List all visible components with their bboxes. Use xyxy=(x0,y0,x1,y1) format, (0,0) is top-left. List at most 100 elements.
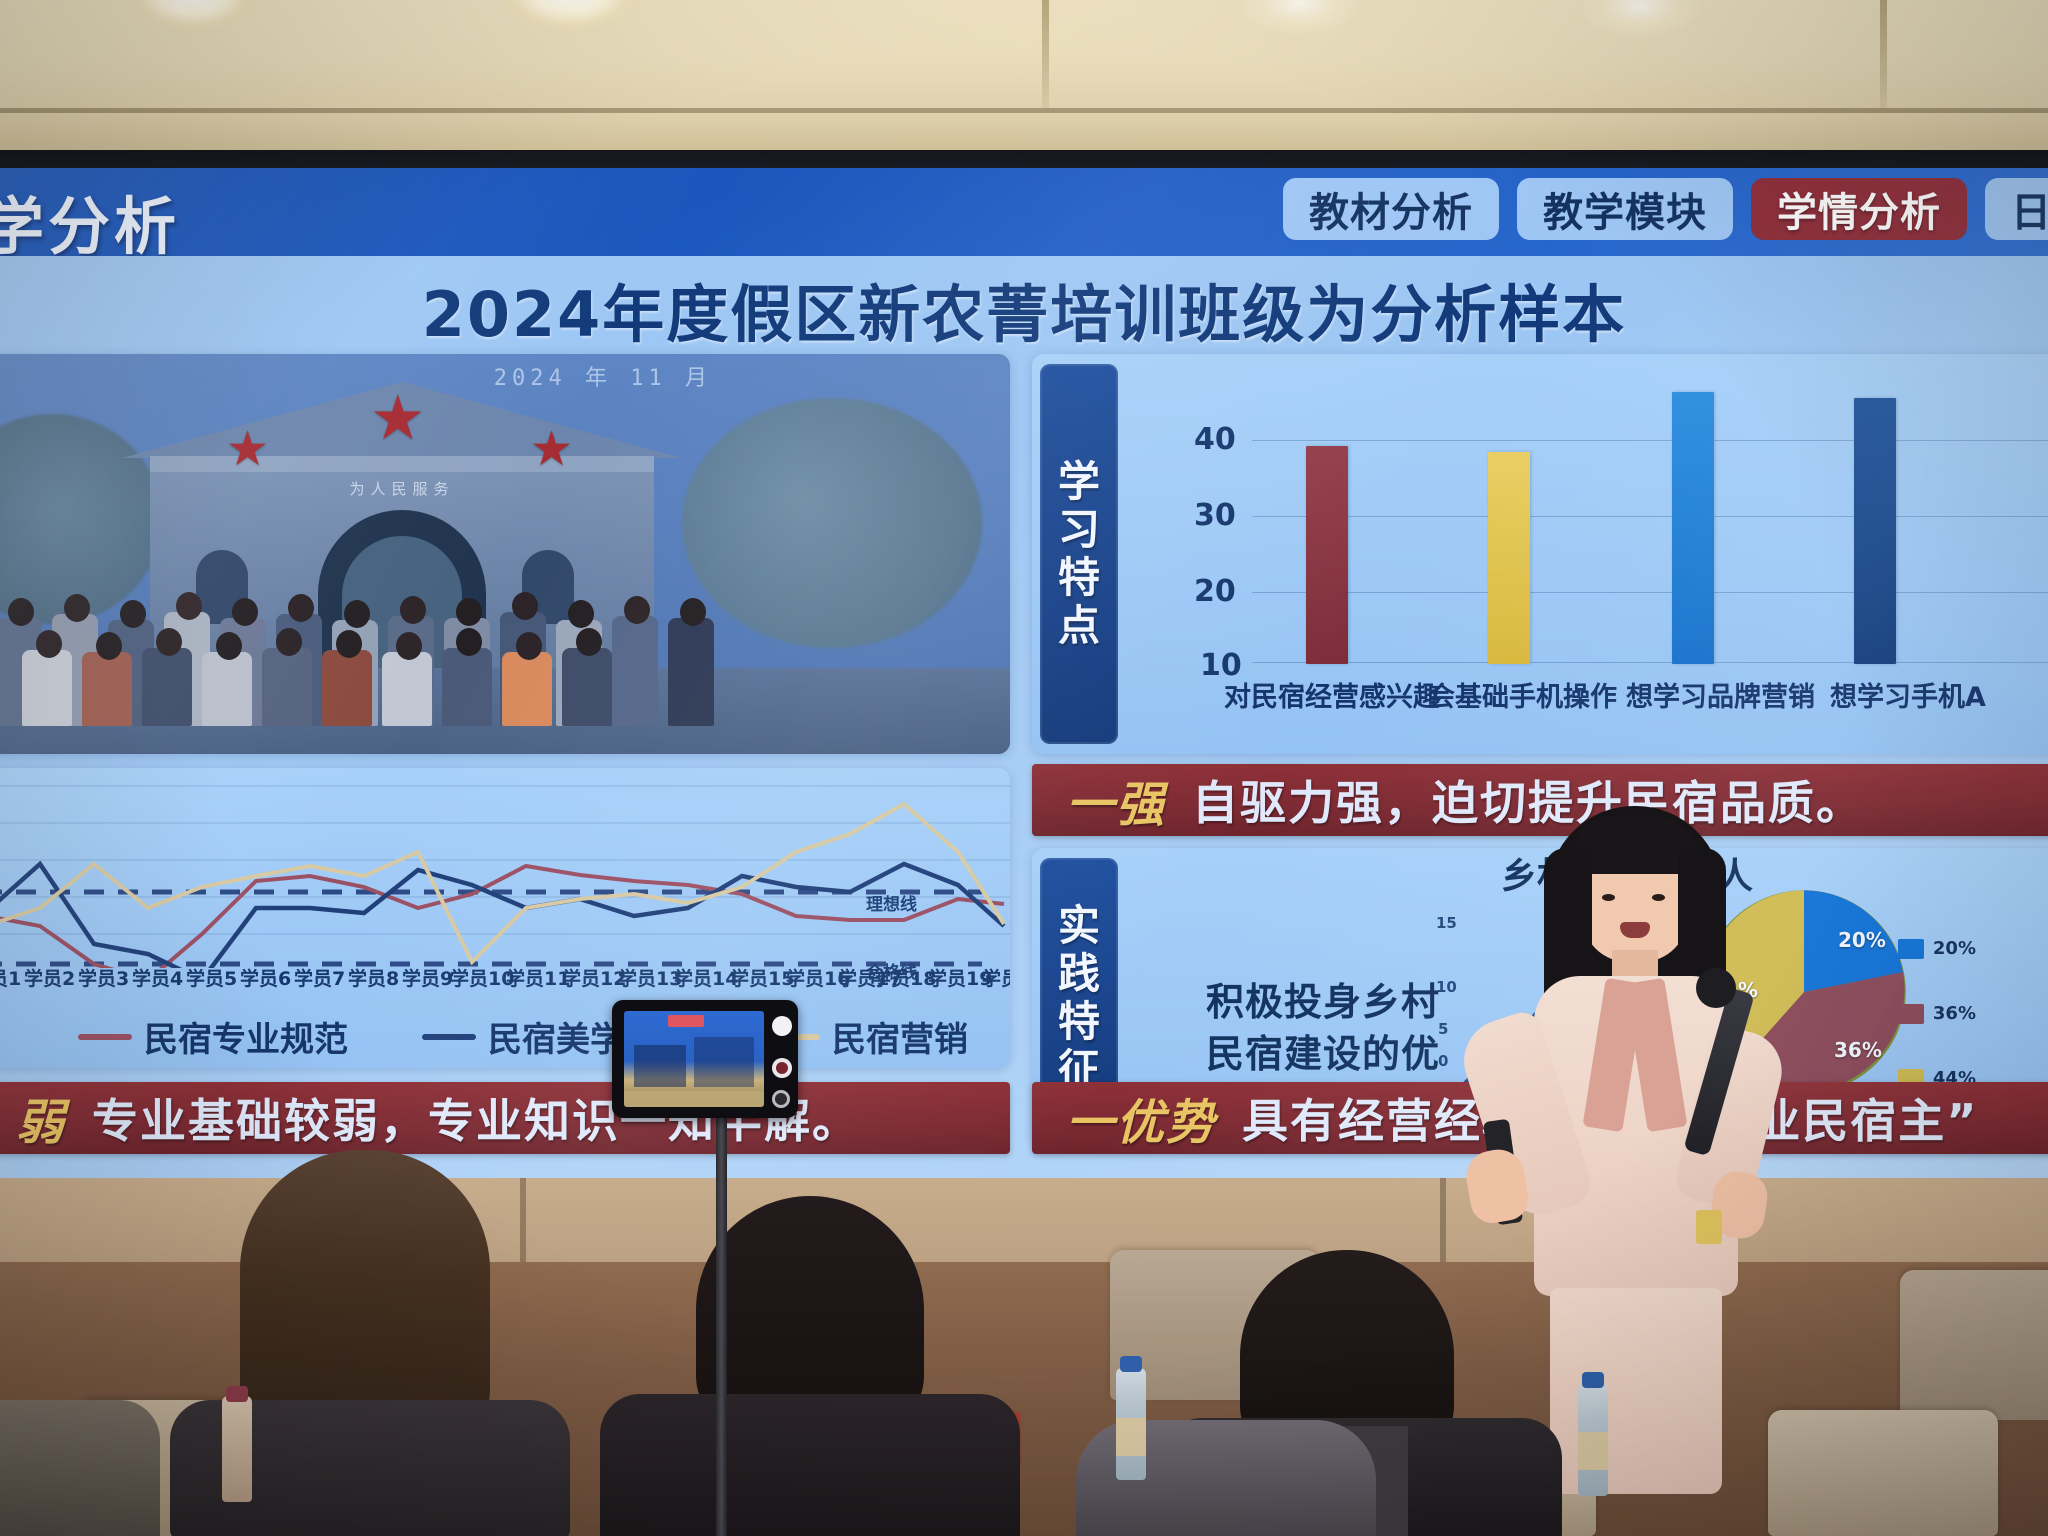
audience-far-left-body xyxy=(0,1400,160,1536)
tab-jiaocai-fenxi[interactable]: 教材分析 xyxy=(1283,178,1499,240)
phone-preview-right xyxy=(694,1037,754,1087)
legend-swatch-norms xyxy=(78,1033,132,1040)
bar-2-phone-basics[interactable] xyxy=(1488,452,1530,664)
pie-legend-label-1: 20% xyxy=(1932,938,1976,959)
x-label-17: 学员17 xyxy=(838,968,903,990)
bar-gridline-axis xyxy=(1252,662,2048,663)
bar-3-brand-marketing[interactable] xyxy=(1672,392,1714,664)
star-icon-center: ★ xyxy=(370,384,426,453)
bar-ytick-20: 20 xyxy=(1194,574,1236,609)
x-label-8: 学员8 xyxy=(348,968,400,990)
x-label-4: 学员4 xyxy=(132,968,184,990)
x-label-19: 学员19 xyxy=(928,968,993,990)
building-sign-text: 为人民服务 xyxy=(349,481,455,498)
microphone-head xyxy=(1696,968,1736,1008)
bar-xlabel-3: 想学习品牌营销 xyxy=(1626,682,1815,713)
water-bottle-label-2 xyxy=(1578,1432,1608,1470)
side-tab-learning-char-3: 特 xyxy=(1057,553,1100,602)
side-tab-practice-char-3: 特 xyxy=(1057,997,1100,1046)
phone-record-indicator xyxy=(668,1015,704,1027)
x-label-20: 学员20 xyxy=(982,968,1010,990)
radar-tick-5: 5 xyxy=(1438,1020,1449,1038)
chair-front-right xyxy=(1768,1410,1998,1536)
phone-shutter-button[interactable] xyxy=(772,1016,792,1036)
legend-label-norms: 民宿专业规范 xyxy=(144,1020,348,1060)
presenter-eye-right xyxy=(1652,894,1665,901)
banner-weakness-tag: 弱 xyxy=(16,1095,67,1151)
x-label-3: 学员3 xyxy=(78,968,130,990)
line-annotation-pass: 合格线 xyxy=(866,963,917,983)
audience-member-far-left xyxy=(0,1400,160,1536)
bar-xlabel-4: 想学习手机A xyxy=(1830,682,1986,713)
x-label-16: 学员16 xyxy=(786,968,851,990)
presenter-badge xyxy=(1696,1210,1722,1244)
bar-chart-plot: 40 30 20 10 对民宿经营感兴趣 会基础手机操作 想学习品牌营销 想学习… xyxy=(1136,364,2048,748)
photo-date-stamp: 2024 年 11 月 xyxy=(493,366,712,391)
line-chart-x-axis: 学员1 学员2 学员3 学员4 学员5 学员6 学员7 学员8 学员9 学员10… xyxy=(0,964,1010,998)
x-label-10: 学员10 xyxy=(450,968,515,990)
x-label-6: 学员6 xyxy=(240,968,292,990)
bar-ytick-10: 10 xyxy=(1200,648,1242,683)
star-icon-left: ★ xyxy=(226,423,270,476)
line-chart-legend: 民宿专业规范 民宿美学素养 民宿营销 xyxy=(78,1012,968,1061)
slide-tab-bar: 教材分析 教学模块 学情分析 日 xyxy=(1283,178,2048,240)
x-label-18: 学员18 xyxy=(872,968,937,990)
tab-partial[interactable]: 日 xyxy=(1985,178,2048,240)
banner-weakness: 弱 专业基础较弱，专业知识一知半解。 xyxy=(0,1082,1010,1154)
ceiling-light-3 xyxy=(1240,0,1360,34)
radar-tick-15: 15 xyxy=(1436,914,1457,932)
slide-header-title: 学分析 xyxy=(0,190,181,263)
bar-ytick-40: 40 xyxy=(1194,422,1236,457)
smartphone-recording[interactable] xyxy=(612,1000,798,1118)
bar-gridline-40 xyxy=(1252,440,2048,441)
wall-seam-2 xyxy=(1440,1178,1446,1298)
ceiling-split-1 xyxy=(1042,0,1049,108)
wall-seam-1 xyxy=(520,1178,526,1298)
pie-label-36: 36% xyxy=(1834,1038,1882,1062)
phone-screen[interactable] xyxy=(624,1011,764,1107)
bar-4-phone-app[interactable] xyxy=(1854,398,1896,664)
phone-preview-bottom xyxy=(624,1091,764,1107)
phone-preview-left xyxy=(634,1045,686,1087)
bar-1-interest[interactable] xyxy=(1306,446,1348,664)
bar-chart-panel: 学 习 特 点 40 30 20 10 xyxy=(1032,354,2048,754)
x-label-7: 学员7 xyxy=(294,968,346,990)
tab-jiaoxue-mokuai[interactable]: 教学模块 xyxy=(1517,178,1733,240)
star-icon-right: ★ xyxy=(530,423,574,476)
side-tab-learning-features: 学 习 特 点 xyxy=(1040,364,1118,744)
pie-slice-20 xyxy=(1804,890,1904,992)
side-tab-learning-char-2: 习 xyxy=(1057,505,1100,554)
bar-gridline-30 xyxy=(1252,516,2048,517)
pie-legend-swatch-1 xyxy=(1897,938,1924,959)
ceiling-split-2 xyxy=(1880,0,1887,108)
building-band xyxy=(150,456,654,472)
slide-header: 学分析 教材分析 教学模块 学情分析 日 xyxy=(0,168,2048,263)
presenter-eye-left xyxy=(1602,894,1615,901)
bar-xlabel-1: 对民宿经营感兴趣 xyxy=(1224,682,1440,713)
x-label-5: 学员5 xyxy=(186,968,238,990)
side-tab-learning-char-4: 点 xyxy=(1057,601,1100,650)
banner-advantage-tag: 一优势 xyxy=(1066,1095,1217,1151)
x-label-2: 学员2 xyxy=(24,968,76,990)
banner-strength-text: 自驱力强，迫切提升民宿品质。 xyxy=(1192,776,1865,830)
x-label-15: 学员15 xyxy=(730,968,795,990)
side-tab-learning-char-1: 学 xyxy=(1057,457,1100,506)
bar-xlabel-2: 会基础手机操作 xyxy=(1428,682,1617,713)
legend-item-norms: 民宿专业规范 xyxy=(78,1012,348,1061)
audience-member-center xyxy=(600,1196,1020,1536)
bar-ytick-30: 30 xyxy=(1194,498,1236,533)
ceiling-light-4 xyxy=(1580,0,1700,36)
x-label-13: 学员13 xyxy=(618,968,683,990)
ceiling xyxy=(0,0,2048,150)
water-bottle-cap-3 xyxy=(226,1386,248,1402)
tripod-pole xyxy=(716,1060,727,1536)
side-tab-practice-char-1: 实 xyxy=(1057,901,1100,950)
phone-record-button[interactable] xyxy=(772,1058,792,1078)
x-label-1: 学员1 xyxy=(0,968,22,990)
audience-center-hair xyxy=(696,1196,924,1432)
phone-menu-button[interactable] xyxy=(772,1090,790,1108)
line-annotation-ideal: 理想线 xyxy=(866,895,917,915)
presenter-skirt xyxy=(1550,1288,1722,1494)
presenter-mouth xyxy=(1620,922,1650,938)
tab-xueqing-fenxi[interactable]: 学情分析 xyxy=(1751,178,1967,240)
